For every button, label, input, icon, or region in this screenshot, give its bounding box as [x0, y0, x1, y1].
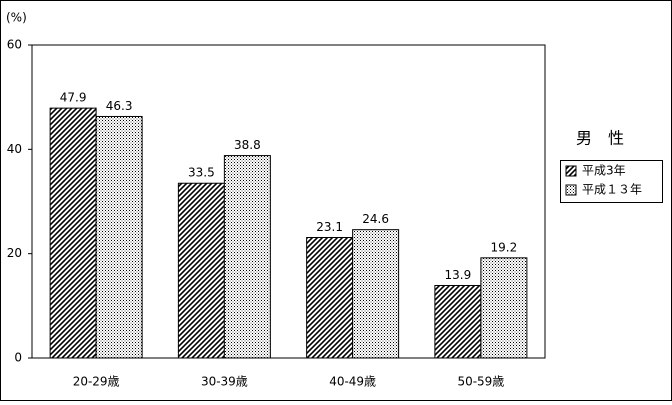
value-label: 24.6	[362, 212, 389, 226]
y-axis-label: (%)	[6, 11, 27, 25]
plot-area	[31, 44, 546, 359]
bar	[177, 182, 225, 359]
bar	[223, 155, 271, 359]
bar	[306, 236, 354, 359]
x-tick-label: 20-29歳	[73, 375, 120, 389]
legend-label: 平成3年	[582, 164, 626, 178]
bar	[49, 107, 97, 359]
legend-box	[560, 160, 663, 203]
bar	[352, 229, 400, 359]
bar	[480, 257, 528, 359]
y-tick-label: 0	[14, 351, 22, 365]
legend-title: 男 性	[576, 129, 624, 148]
x-tick-label: 40-49歳	[329, 375, 376, 389]
legend-swatch	[565, 184, 577, 196]
y-tick-label: 20	[7, 246, 22, 260]
y-tick-label: 40	[7, 142, 22, 156]
value-label: 38.8	[234, 138, 261, 152]
value-label: 46.3	[106, 99, 133, 113]
legend-swatch	[565, 165, 577, 177]
x-tick-label: 50-59歳	[457, 375, 504, 389]
legend-label: 平成１３年	[582, 183, 642, 197]
y-tick-label: 60	[7, 38, 22, 52]
value-label: 47.9	[60, 91, 87, 105]
value-label: 19.2	[491, 240, 518, 254]
bar	[95, 115, 143, 359]
value-label: 23.1	[316, 220, 343, 234]
value-label: 13.9	[445, 268, 472, 282]
x-tick-label: 30-39歳	[201, 375, 248, 389]
bar	[434, 284, 482, 359]
value-label: 33.5	[188, 166, 215, 180]
